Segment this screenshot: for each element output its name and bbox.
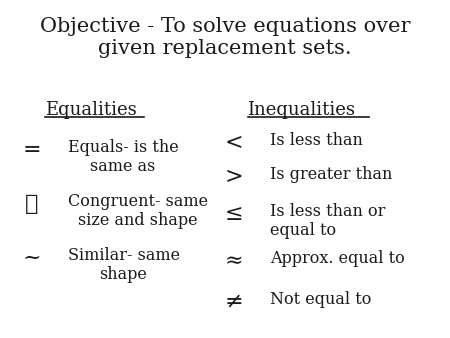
Text: >: > <box>225 166 243 188</box>
Text: Is less than: Is less than <box>270 132 363 149</box>
Text: Inequalities: Inequalities <box>248 101 356 119</box>
Text: Is less than or
equal to: Is less than or equal to <box>270 203 385 239</box>
Text: ≈: ≈ <box>225 250 243 272</box>
Text: ≠: ≠ <box>225 291 243 313</box>
Text: Objective - To solve equations over
given replacement sets.: Objective - To solve equations over give… <box>40 17 410 58</box>
Text: <: < <box>225 132 243 154</box>
Text: Equals- is the
same as: Equals- is the same as <box>68 139 178 175</box>
Text: Equalities: Equalities <box>45 101 137 119</box>
Text: Similar- same
shape: Similar- same shape <box>68 247 180 283</box>
Text: ≅: ≅ <box>25 193 38 215</box>
Text: =: = <box>22 139 41 161</box>
Text: Congruent- same
size and shape: Congruent- same size and shape <box>68 193 207 229</box>
Text: ~: ~ <box>22 247 41 269</box>
Text: Approx. equal to: Approx. equal to <box>270 250 405 267</box>
Text: Not equal to: Not equal to <box>270 291 371 308</box>
Text: Is greater than: Is greater than <box>270 166 392 183</box>
Text: ≤: ≤ <box>225 203 243 225</box>
